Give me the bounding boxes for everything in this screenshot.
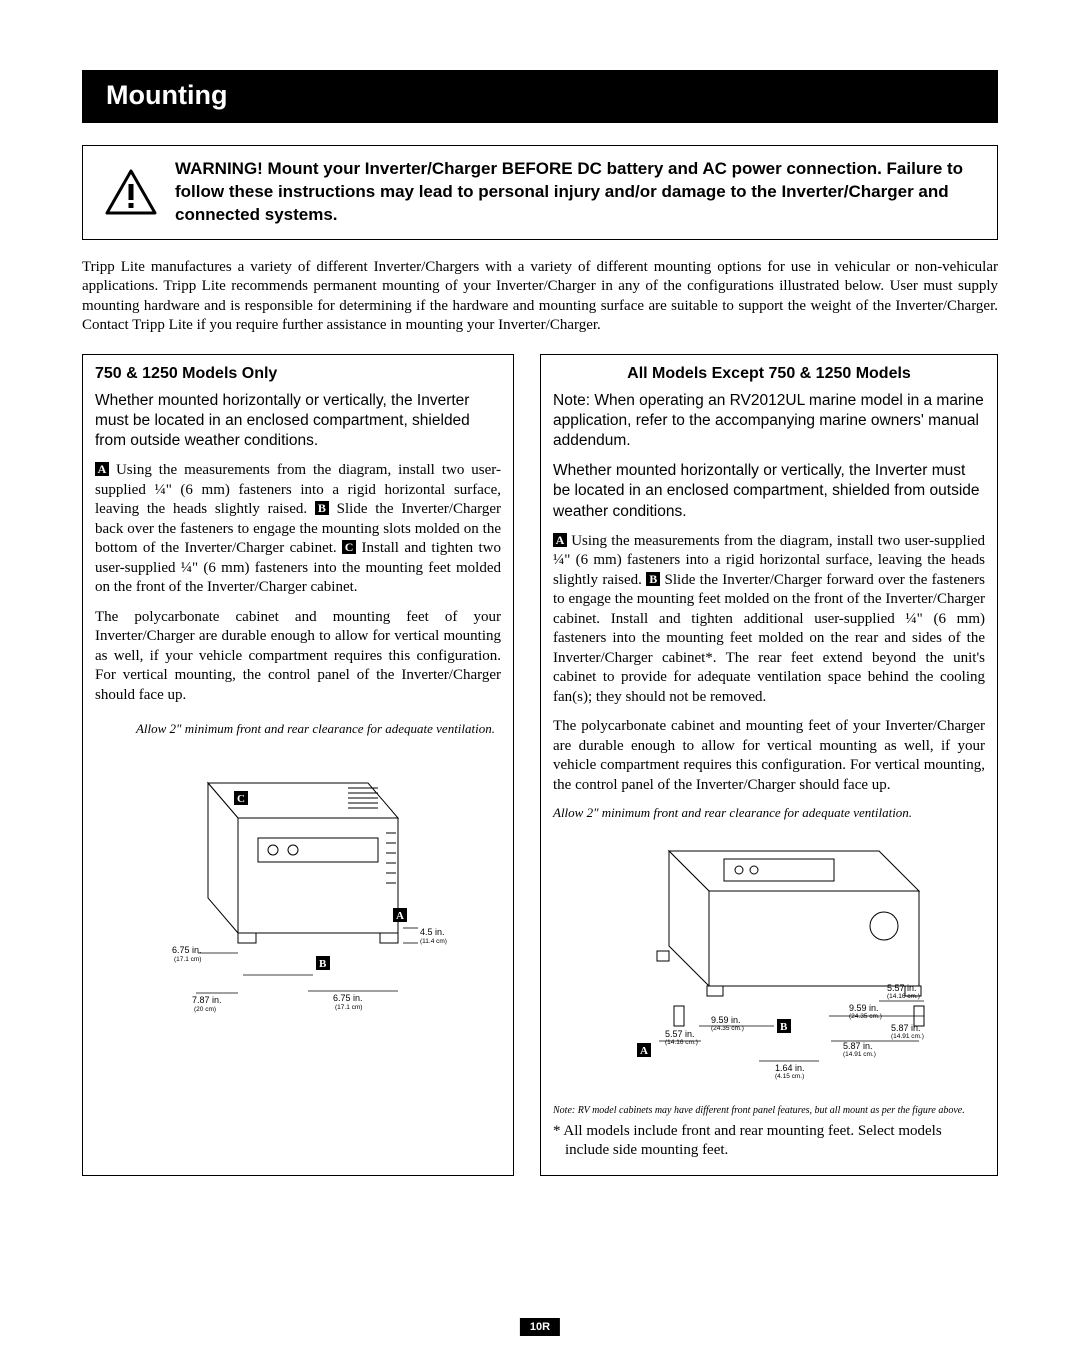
- svg-text:1.64 in.: 1.64 in.: [775, 1063, 805, 1073]
- svg-text:C: C: [237, 793, 245, 805]
- section-header: Mounting: [82, 70, 998, 123]
- svg-text:(17.1 cm): (17.1 cm): [174, 956, 201, 963]
- dim-d3: 6.75 in.: [333, 993, 363, 1003]
- svg-text:5.57 in.: 5.57 in.: [887, 983, 917, 993]
- right-p2: A Using the measurements from the diagra…: [553, 532, 985, 708]
- svg-text:B: B: [780, 1021, 788, 1033]
- right-footnote: * All models include front and rear moun…: [553, 1122, 985, 1161]
- right-vent-note: Allow 2" minimum front and rear clearanc…: [553, 805, 985, 821]
- svg-text:(24.35 cm.): (24.35 cm.): [849, 1013, 882, 1020]
- right-p2b: Slide the Inverter/Charger forward over …: [553, 572, 985, 705]
- left-title: 750 & 1250 Models Only: [95, 365, 501, 383]
- right-p1: Whether mounted horizontally or vertical…: [553, 461, 985, 521]
- right-diagram: B A 5.57 in. (14.16 cm.) 9.59 in. (24.35…: [553, 831, 985, 1091]
- warning-text: WARNING! Mount your Inverter/Charger BEF…: [161, 158, 979, 227]
- warning-box: WARNING! Mount your Inverter/Charger BEF…: [82, 145, 998, 240]
- step-badge-a: A: [95, 462, 109, 476]
- svg-text:(24.35 cm.): (24.35 cm.): [711, 1025, 744, 1032]
- left-column: 750 & 1250 Models Only Whether mounted h…: [82, 354, 514, 1176]
- right-p3: The polycarbonate cabinet and mounting f…: [553, 717, 985, 795]
- svg-text:9.59 in.: 9.59 in.: [711, 1015, 741, 1025]
- right-column: All Models Except 750 & 1250 Models Note…: [540, 354, 998, 1176]
- svg-text:A: A: [396, 910, 404, 922]
- dim-d4: 7.87 in.: [192, 995, 222, 1005]
- step-badge-b2: B: [646, 572, 660, 586]
- right-title: All Models Except 750 & 1250 Models: [553, 365, 985, 383]
- svg-text:(4.15 cm.): (4.15 cm.): [775, 1073, 804, 1080]
- left-p3: The polycarbonate cabinet and mounting f…: [95, 608, 501, 706]
- left-diagram: C A B 4.5 in. (11.4 cm) 6.75 in.: [95, 743, 501, 1043]
- intro-paragraph: Tripp Lite manufactures a variety of dif…: [82, 258, 998, 336]
- left-vent-note: Allow 2" minimum front and rear clearanc…: [95, 721, 495, 737]
- right-diag-note: Note: RV model cabinets may have differe…: [553, 1105, 985, 1116]
- left-p1: Whether mounted horizontally or vertical…: [95, 391, 501, 451]
- warning-icon: [101, 168, 161, 216]
- svg-text:5.57 in.: 5.57 in.: [665, 1029, 695, 1039]
- left-p2: A Using the measurements from the diagra…: [95, 461, 501, 598]
- svg-text:(14.16 cm.): (14.16 cm.): [665, 1039, 698, 1046]
- svg-text:(20 cm): (20 cm): [194, 1006, 216, 1013]
- svg-text:A: A: [640, 1045, 648, 1057]
- columns: 750 & 1250 Models Only Whether mounted h…: [82, 354, 998, 1176]
- svg-text:(14.91 cm.): (14.91 cm.): [891, 1033, 924, 1040]
- svg-text:(14.91 cm.): (14.91 cm.): [843, 1051, 876, 1058]
- step-badge-b: B: [315, 501, 329, 515]
- step-badge-c: C: [342, 540, 356, 554]
- svg-text:5.87 in.: 5.87 in.: [843, 1041, 873, 1051]
- svg-text:(17.1 cm): (17.1 cm): [335, 1004, 362, 1011]
- svg-text:9.59 in.: 9.59 in.: [849, 1003, 879, 1013]
- svg-text:5.87 in.: 5.87 in.: [891, 1023, 921, 1033]
- svg-text:(14.16 cm.): (14.16 cm.): [887, 993, 920, 1000]
- right-note: Note: When operating an RV2012UL marine …: [553, 391, 985, 451]
- dim-d1: 4.5 in.: [420, 927, 445, 937]
- svg-text:B: B: [319, 958, 327, 970]
- step-badge-a2: A: [553, 533, 567, 547]
- page-number: 10R: [520, 1318, 560, 1336]
- dim-d2: 6.75 in.: [172, 945, 202, 955]
- svg-text:(11.4 cm): (11.4 cm): [420, 938, 447, 945]
